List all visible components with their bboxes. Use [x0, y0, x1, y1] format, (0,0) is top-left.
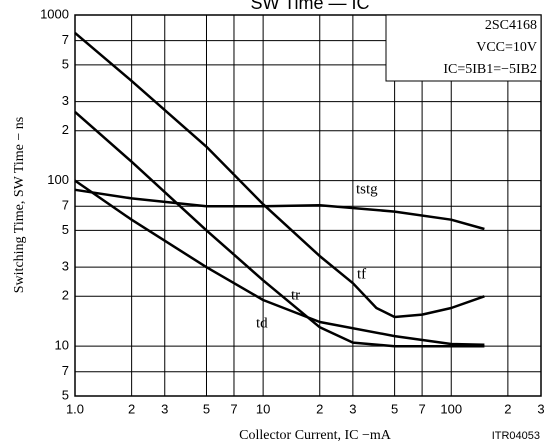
- x-tick-label: 10: [256, 401, 270, 416]
- condition-box: [385, 14, 542, 82]
- x-tick-label: 3: [349, 401, 356, 416]
- y-tick-label: 2: [62, 288, 69, 303]
- x-tick-label: 7: [230, 401, 237, 416]
- y-tick-label: 10: [55, 338, 69, 353]
- y-tick-label: 7: [62, 32, 69, 47]
- x-tick-label: 2: [504, 401, 511, 416]
- series-label: td: [256, 315, 268, 331]
- condition-text: 2SC4168: [485, 18, 537, 33]
- y-tick-label: 5: [62, 387, 69, 402]
- plot-frame: [74, 14, 542, 397]
- x-tick-label: 5: [391, 401, 398, 416]
- x-tick-label: 3: [537, 401, 544, 416]
- y-tick-label: 1000: [40, 6, 69, 21]
- y-tick-label: 2: [62, 122, 69, 137]
- x-tick-label: 3: [161, 401, 168, 416]
- x-tick-label: 100: [440, 401, 462, 416]
- series-line: [74, 31, 485, 319]
- figure-code: ITR04053: [492, 430, 540, 442]
- series-line: [74, 110, 485, 348]
- y-axis-label: Switching Time, SW Time − ns: [12, 117, 27, 293]
- x-tick-label: 5: [203, 401, 210, 416]
- y-tick-label: 3: [62, 93, 69, 108]
- x-tick-label: 2: [316, 401, 323, 416]
- y-tick-label: 7: [62, 198, 69, 213]
- condition-text: VCC=10V: [476, 40, 537, 55]
- series-label: tr: [291, 287, 300, 303]
- x-tick-label: 2: [128, 401, 135, 416]
- condition-text: IC=5IB1=−5IB2: [443, 62, 537, 77]
- y-tick-label: 100: [47, 172, 69, 187]
- y-tick-label: 7: [62, 363, 69, 378]
- series-label: tf: [357, 266, 366, 282]
- x-tick-label: 7: [418, 401, 425, 416]
- series-label: tstg: [356, 181, 378, 197]
- x-axis-label: Collector Current, IC −mA: [239, 428, 392, 443]
- y-tick-label: 5: [62, 222, 69, 237]
- y-tick-label: 5: [62, 56, 69, 71]
- series-line: [74, 179, 485, 346]
- chart-title: SW Time — IC: [250, 0, 369, 13]
- y-tick-label: 3: [62, 259, 69, 274]
- x-tick-label: 1.0: [66, 401, 84, 416]
- series-line: [74, 188, 485, 231]
